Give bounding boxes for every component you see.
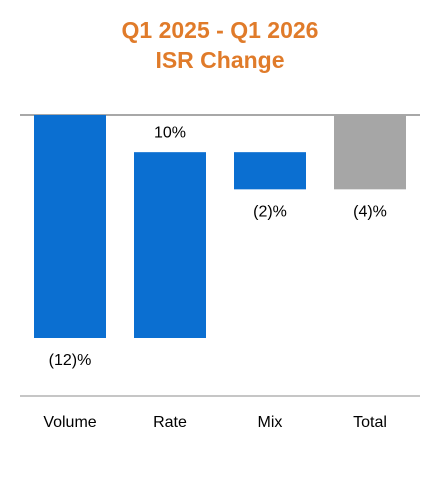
x-tick-label: Volume [43,414,96,431]
x-tick-label: Total [353,414,387,431]
bar [134,152,206,338]
bar [34,115,106,338]
bar [334,115,406,190]
value-label: 10% [154,124,186,141]
x-tick-label: Rate [153,414,187,431]
value-label: (2)% [253,204,287,221]
bar [234,152,306,190]
chart-title: Q1 2025 - Q1 2026 [122,17,319,43]
value-label: (12)% [49,352,92,369]
chart-title: ISR Change [155,47,284,73]
x-tick-label: Mix [258,414,283,431]
value-label: (4)% [353,204,387,221]
